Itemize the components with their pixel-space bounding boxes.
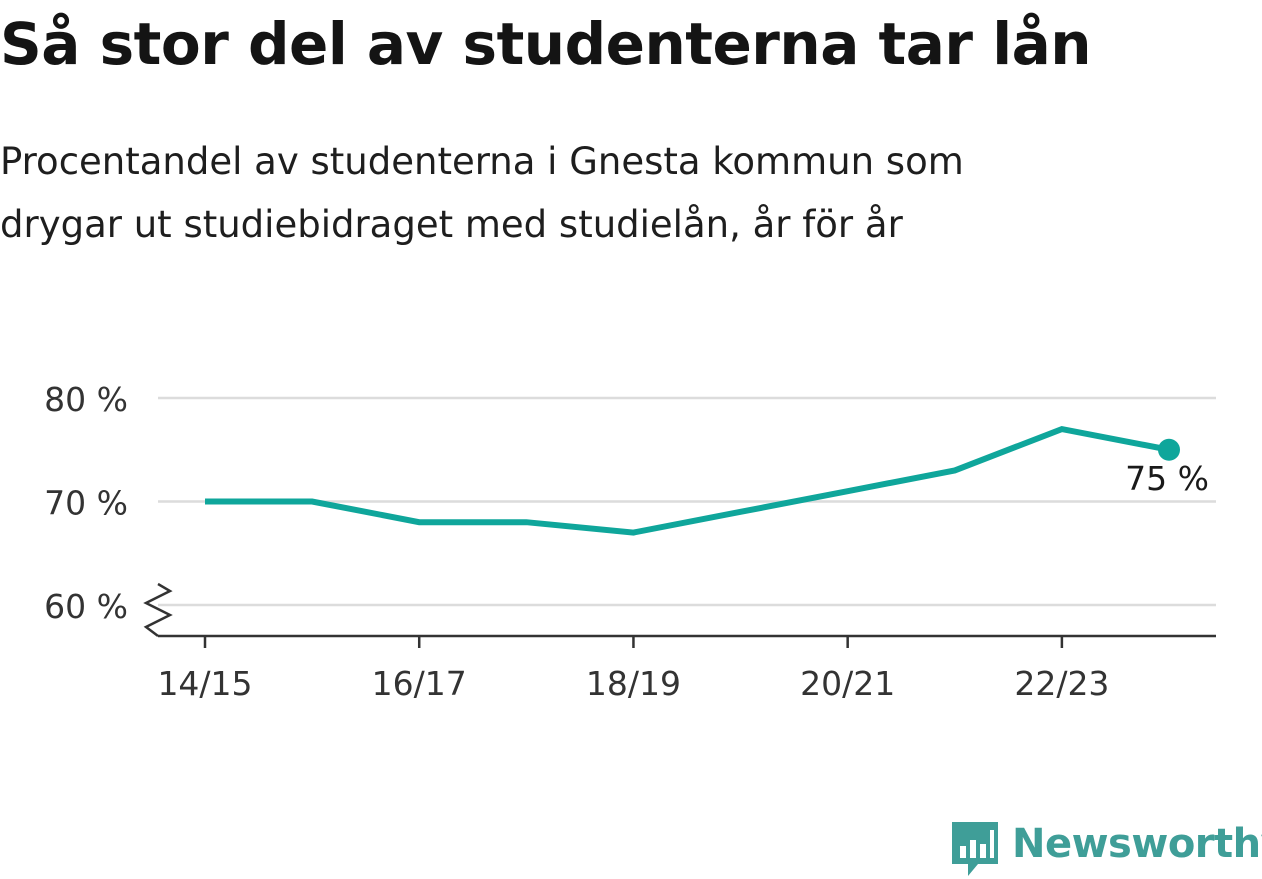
x-tick-labels: 14/15 16/17 18/19 20/21 22/23 [157, 664, 1109, 703]
subtitle-line-2: drygar ut studiebidraget med studielån, … [0, 203, 903, 246]
y-tick-label: 80 % [44, 380, 128, 419]
x-tick-label: 22/23 [1014, 664, 1109, 703]
x-tick-label: 18/19 [586, 664, 681, 703]
y-tick-labels: 60 % 70 % 80 % [44, 380, 128, 626]
logo-text: Newsworthy [1012, 821, 1262, 867]
series [205, 425, 1180, 536]
y-axis-break [143, 582, 173, 637]
x-tick-label: 16/17 [372, 664, 467, 703]
newsworthy-logo: Newsworthy [950, 818, 1262, 878]
axes [143, 582, 1216, 648]
end-point-marker [1158, 438, 1180, 461]
chart-subtitle: Procentandel av studenterna i Gnesta kom… [0, 130, 1240, 256]
x-tick-label: 14/15 [157, 664, 252, 703]
grid-lines [158, 396, 1216, 607]
x-tick-label: 20/21 [800, 664, 895, 703]
y-tick-label: 60 % [44, 587, 128, 626]
series-line [205, 425, 1170, 536]
bar-chart-speech-bubble-icon [952, 822, 998, 876]
subtitle-line-1: Procentandel av studenterna i Gnesta kom… [0, 140, 964, 183]
chart-title: Så stor del av studenterna tar lån [0, 10, 1092, 78]
end-value-label: 75 % [1125, 459, 1209, 498]
y-tick-label: 70 % [44, 484, 128, 523]
data-labels: 75 % [1125, 459, 1209, 498]
